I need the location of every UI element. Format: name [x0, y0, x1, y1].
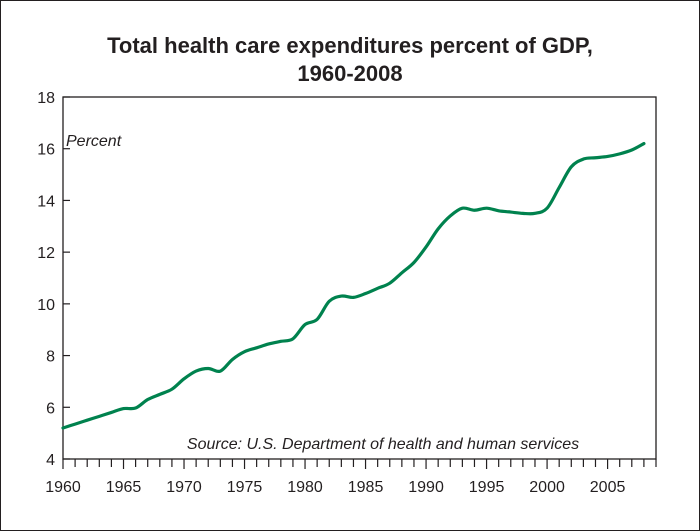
x-tick-label: 1975 [227, 479, 263, 496]
y-tick-label: 10 [37, 297, 55, 314]
x-tick-label: 1980 [287, 479, 323, 496]
x-tick-label: 2005 [590, 479, 626, 496]
source-note: Source: U.S. Department of health and hu… [187, 436, 579, 453]
x-tick-label: 2000 [529, 479, 565, 496]
y-tick-label: 16 [37, 142, 55, 159]
x-tick-label: 1990 [408, 479, 444, 496]
x-tick-label: 1985 [348, 479, 384, 496]
x-tick-label: 1965 [106, 479, 142, 496]
y-tick-label: 8 [46, 349, 55, 366]
x-tick-label: 1970 [166, 479, 202, 496]
x-tick-label: 1960 [45, 479, 81, 496]
y-tick-label: 18 [37, 90, 55, 107]
chart-subtitle: 1960-2008 [297, 61, 403, 86]
y-tick-label: 4 [46, 452, 55, 469]
chart-title: Total health care expenditures percent o… [107, 33, 593, 58]
y-tick-label: 14 [37, 193, 55, 210]
x-tick-label: 1995 [469, 479, 505, 496]
y-tick-label: 6 [46, 400, 55, 417]
y-axis-label: Percent [66, 133, 122, 150]
series-line [61, 141, 646, 430]
series-layer [61, 141, 646, 430]
chart-title-block: Total health care expenditures percent o… [0, 32, 700, 88]
axes: 4 6 8 10 12 14 16 18 1960 1965 1970 1975 1980 1985 199… [37, 90, 657, 496]
y-tick-label: 12 [37, 245, 55, 262]
plot-area [62, 96, 657, 460]
